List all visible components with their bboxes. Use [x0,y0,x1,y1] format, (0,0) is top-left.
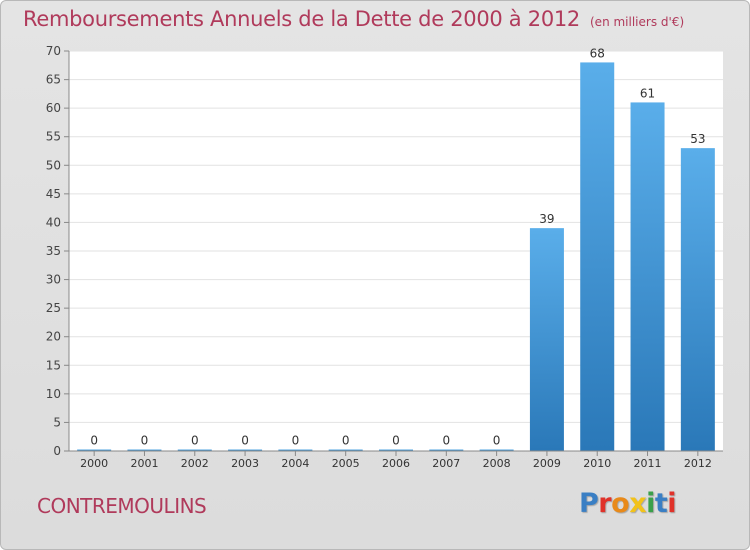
value-label-2000: 0 [90,434,98,448]
bar-2006 [379,449,413,451]
bar-2009 [529,228,564,451]
y-tick-label: 25 [46,301,61,315]
x-tick-label-2004: 2004 [281,457,309,470]
bar-2002 [177,449,212,451]
x-tick-label-2010: 2010 [583,457,611,470]
bar-2010 [580,62,615,452]
logo-letter: x [629,488,647,519]
logo-letter: P [579,488,599,519]
bar-2000 [77,449,112,451]
logo-letter: o [611,488,630,519]
x-tick-label-2005: 2005 [332,457,360,470]
y-tick-label: 10 [46,387,61,401]
x-tick-label-2007: 2007 [432,457,460,470]
value-label-2011: 61 [640,86,655,100]
x-tick-label-2009: 2009 [533,457,561,470]
y-tick-label: 65 [46,73,61,87]
proxiti-logo: Proxiti [579,488,677,519]
bar-2012 [680,148,715,451]
chart-title: Remboursements Annuels de la Dette de 20… [23,7,684,31]
chart-title-text: Remboursements Annuels de la Dette de 20… [23,7,580,31]
value-label-2009: 39 [539,212,554,226]
logo-letter: t [654,488,668,519]
y-tick-label: 15 [46,358,61,372]
value-label-2007: 0 [442,434,450,448]
bar-2011 [630,102,665,451]
value-label-2003: 0 [241,434,249,448]
x-tick-label-2002: 2002 [181,457,209,470]
y-tick-label: 50 [46,158,61,172]
value-label-2004: 0 [292,434,300,448]
commune-name: CONTREMOULINS [37,494,207,518]
x-tick-label-2011: 2011 [634,457,662,470]
value-label-2005: 0 [342,434,350,448]
x-tick-label-2006: 2006 [382,457,410,470]
y-tick-label: 70 [46,44,61,58]
bar-2003 [228,449,263,451]
y-tick-label: 45 [46,187,61,201]
value-label-2006: 0 [392,434,400,448]
value-label-2001: 0 [141,434,149,448]
bar-2001 [127,449,162,451]
bar-2005 [328,449,363,451]
bar-2008 [479,449,514,451]
y-tick-label: 40 [46,215,61,229]
x-tick-label-2000: 2000 [80,457,108,470]
value-label-2008: 0 [493,434,501,448]
value-label-2012: 53 [690,132,705,146]
x-tick-label-2008: 2008 [483,457,511,470]
y-tick-label: 0 [53,444,61,458]
y-tick-label: 20 [46,330,61,344]
x-tick-label-2012: 2012 [684,457,712,470]
y-tick-label: 55 [46,130,61,144]
y-tick-label: 60 [46,101,61,115]
value-label-2010: 68 [590,46,605,60]
y-tick-label: 35 [46,244,61,258]
logo-letter: i [646,488,655,519]
x-tick-label-2003: 2003 [231,457,259,470]
y-tick-label: 30 [46,273,61,287]
bar-2007 [429,449,464,451]
logo-letter: r [598,488,612,519]
bar-2004 [278,449,313,451]
chart-unit: (en milliers d'€) [590,15,685,29]
x-tick-label-2001: 2001 [130,457,158,470]
logo-letter: i [667,488,677,519]
value-label-2002: 0 [191,434,199,448]
y-tick-label: 5 [53,415,61,429]
